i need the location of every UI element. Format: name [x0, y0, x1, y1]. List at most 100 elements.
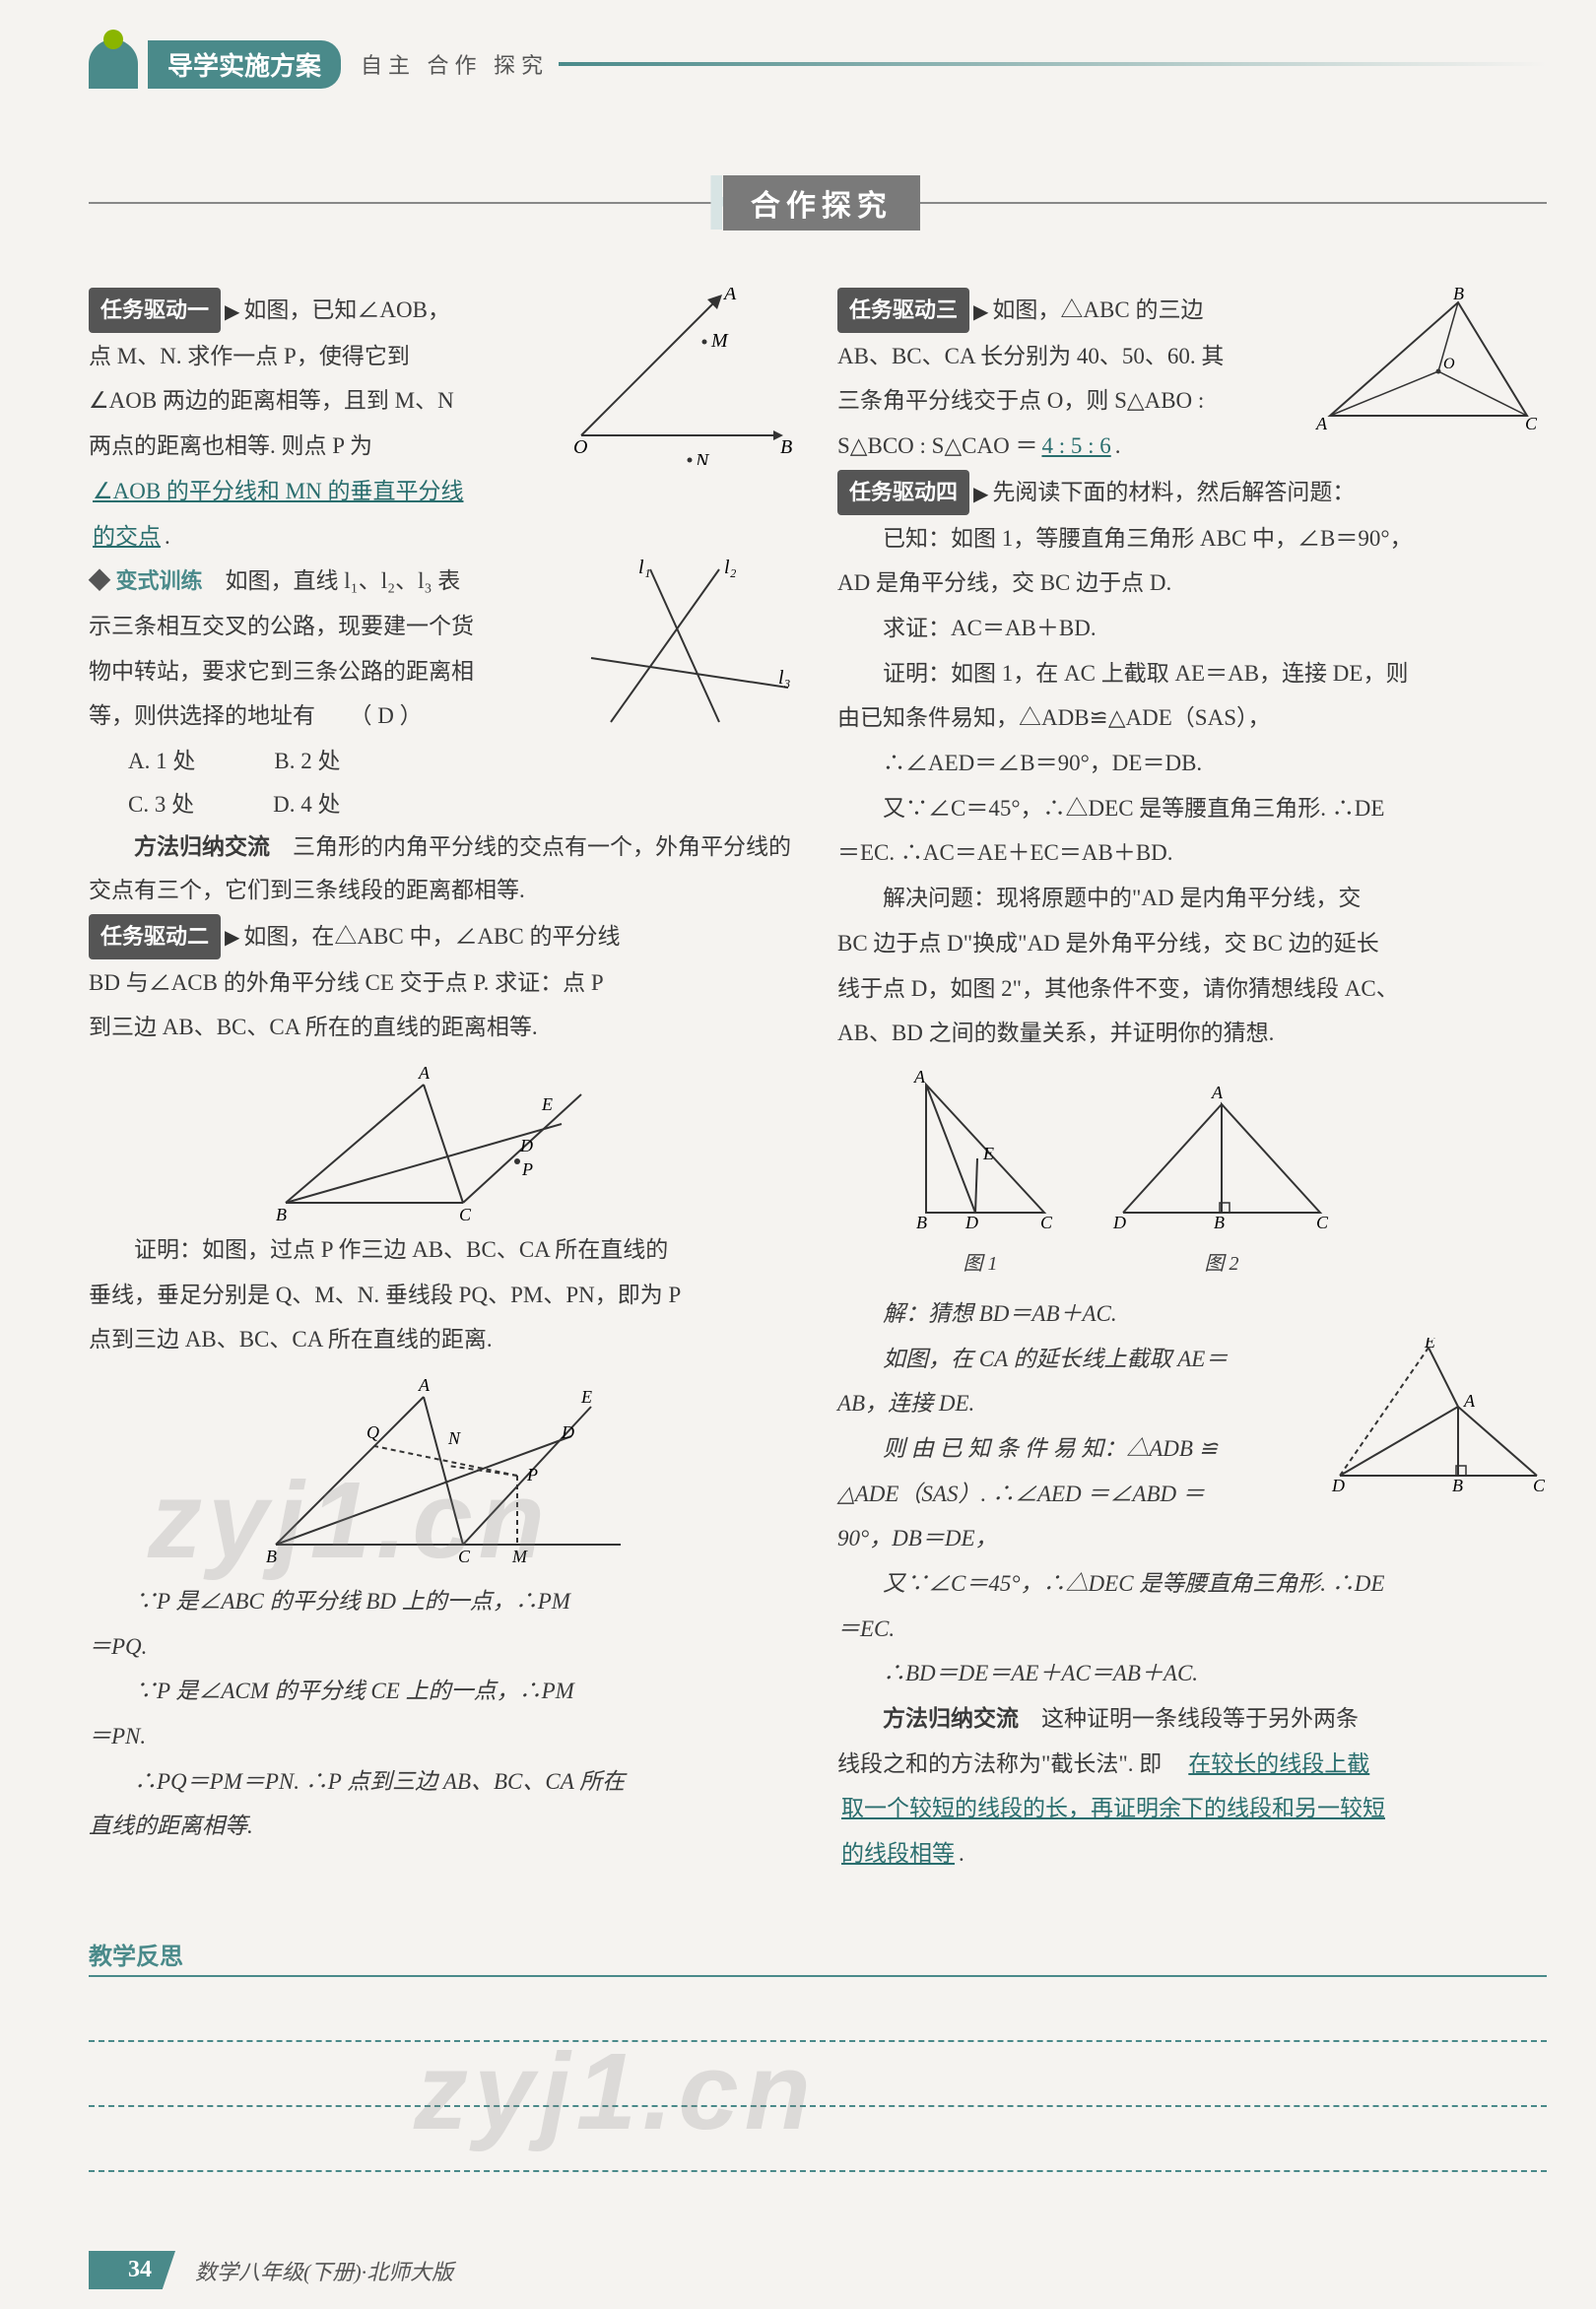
t4intro: 先阅读下面的材料，然后解答问题： — [992, 480, 1355, 504]
reflection-line-2 — [89, 2042, 1547, 2107]
t3d: S△BCO : S△CAO ＝ — [837, 433, 1037, 458]
svg-text:C: C — [1525, 414, 1538, 433]
page-footer: 34 数学八年级(下册)·北师大版 — [89, 2251, 453, 2289]
variant-line1: 如图，直线 l₁、l₂、l₃ 表 — [226, 568, 461, 593]
task2-badge: 任务驱动二 — [89, 914, 221, 959]
book-title: 数学八年级(下册)·北师大版 — [195, 2255, 453, 2286]
svg-text:D: D — [1112, 1213, 1126, 1232]
right-column: B A C O 任务驱动三▶如图，△ABC 的三边 AB、BC、CA 长分别为 … — [837, 288, 1547, 1878]
t4s3: 则 由 已 知 条 件 易 知：△ADB ≌ — [883, 1436, 1218, 1461]
t4p6: ∴∠AED＝∠B＝90°，DE＝DB. — [883, 751, 1202, 775]
variant-figure: l₁ l₂ l₃ — [581, 560, 798, 727]
svg-text:E: E — [541, 1094, 553, 1114]
task4-sol-figure: A E D B C — [1330, 1338, 1547, 1495]
svg-text:O: O — [573, 436, 587, 458]
m2a: 这种证明一条线段等于另外两条 — [1041, 1706, 1359, 1731]
t2f: 直线的距离相等. — [89, 1805, 798, 1848]
svg-text:E: E — [982, 1144, 994, 1163]
svg-text:B: B — [1214, 1213, 1225, 1232]
task1-badge: 任务驱动一 — [89, 288, 221, 333]
svg-text:A: A — [418, 1063, 431, 1083]
task1-answer-a: ∠AOB 的平分线和 MN 的垂直平分线 — [89, 479, 468, 503]
svg-text:B: B — [266, 1547, 277, 1566]
variant-badge: 变式训练 — [89, 561, 203, 602]
t2d: ＝PN. — [89, 1715, 798, 1758]
svg-text:B: B — [780, 436, 792, 458]
svg-text:D: D — [1331, 1476, 1345, 1495]
variant-line4: 等，则供选择的地址有 — [89, 703, 315, 728]
task1-figure: A O B M N — [562, 288, 798, 465]
task2-l3: 到三边 AB、BC、CA 所在的直线的距离相等. — [89, 1006, 798, 1049]
t4sh: 解：猜想 BD＝AB＋AC. — [883, 1301, 1117, 1326]
variant-options-row1: A. 1 处 B. 2 处 — [128, 740, 798, 783]
svg-text:C: C — [1040, 1213, 1053, 1232]
reflection-line-3 — [89, 2107, 1547, 2172]
svg-text:P: P — [521, 1159, 533, 1179]
svg-text:A: A — [1463, 1391, 1476, 1411]
m2fa: 在较长的线段上截 — [1184, 1751, 1373, 1776]
svg-text:E: E — [1424, 1338, 1435, 1352]
svg-text:B: B — [1452, 1476, 1463, 1495]
task3-figure: B A C O — [1310, 288, 1547, 435]
t4s7: ＝EC. — [837, 1608, 1547, 1651]
task4-fig2: A D B C — [1103, 1065, 1340, 1232]
svg-text:l₁: l₁ — [638, 560, 651, 578]
task2-l1: 如图，在△ABC 中，∠ABC 的平分线 — [243, 924, 620, 949]
task1-answer-b: 的交点 — [89, 524, 165, 549]
task1-line4: 两点的距离也相等. 则点 P 为 — [89, 433, 372, 458]
task-2: 任务驱动二▶如图，在△ABC 中，∠ABC 的平分线 BD 与∠ACB 的外角平… — [89, 914, 798, 1848]
svg-text:C: C — [1316, 1213, 1329, 1232]
svg-text:Q: Q — [366, 1422, 379, 1442]
task2-l2: BD 与∠ACB 的外角平分线 CE 交于点 P. 求证：点 P — [89, 961, 798, 1005]
t3a: 如图，△ABC 的三边 — [992, 297, 1203, 322]
svg-text:C: C — [458, 1547, 471, 1566]
opt-C: C. 3 处 — [128, 783, 194, 826]
t2b: ＝PQ. — [89, 1625, 798, 1669]
fig2-caption: 图 2 — [1103, 1245, 1340, 1283]
task2-proof-head: 证明：如图，过点 P 作三边 AB、BC、CA 所在直线的 — [134, 1237, 668, 1262]
method1: 方法归纳交流 三角形的内角平分线的交点有一个，外角平分线的交点有三个，它们到三条… — [89, 825, 798, 911]
section-banner: H 合作探究 — [89, 158, 1547, 248]
t2c: ∵P 是∠ACM 的平分线 CE 上的一点，∴PM — [134, 1679, 574, 1703]
t2a: ∵P 是∠ABC 的平分线 BD 上的一点，∴PM — [134, 1589, 570, 1614]
variant-answer-paren: （ D ） — [361, 703, 423, 728]
svg-text:C: C — [1533, 1476, 1546, 1495]
page-header: 导学实施方案 自主 合作 探究 — [89, 30, 1547, 99]
task-1: A O B M N 任务驱动一▶如图，已知∠AOB， 点 M、N. 求作一点 P… — [89, 288, 798, 560]
t4s6: 又∵∠C＝45°，∴△DEC 是等腰直角三角形. ∴DE — [883, 1571, 1384, 1596]
t4s8: ∴BD＝DE＝AE＋AC＝AB＋AC. — [883, 1661, 1198, 1685]
header-rule — [559, 62, 1547, 66]
task-3: B A C O 任务驱动三▶如图，△ABC 的三边 AB、BC、CA 长分别为 … — [837, 288, 1547, 470]
opt-A: A. 1 处 — [128, 740, 195, 783]
method2-title: 方法归纳交流 — [883, 1706, 1019, 1731]
svg-text:A: A — [722, 288, 737, 304]
method1-title: 方法归纳交流 — [134, 834, 270, 859]
t4p7: 又∵∠C＝45°，∴△DEC 是等腰直角三角形. ∴DE — [883, 796, 1384, 821]
header-subtitle: 自主 合作 探究 — [361, 48, 549, 80]
task4-solution: 解：猜想 BD＝AB＋AC. A E D B C — [837, 1292, 1547, 1695]
svg-text:P: P — [526, 1465, 538, 1484]
t4p12: AB、BD 之间的数量关系，并证明你的猜想. — [837, 1012, 1547, 1055]
svg-text:B: B — [916, 1213, 927, 1232]
content-columns: A O B M N 任务驱动一▶如图，已知∠AOB， 点 M、N. 求作一点 P… — [89, 288, 1547, 1878]
task2-pf2: 点到三边 AB、BC、CA 所在直线的距离. — [89, 1318, 798, 1361]
t2e: ∴PQ＝PM＝PN. ∴P 点到三边 AB、BC、CA 所在 — [134, 1769, 625, 1794]
svg-text:l₂: l₂ — [724, 560, 737, 578]
left-column: A O B M N 任务驱动一▶如图，已知∠AOB， 点 M、N. 求作一点 P… — [89, 288, 798, 1878]
m2b: 线段之和的方法称为"截长法". 即 — [837, 1751, 1162, 1776]
svg-text:A: A — [913, 1067, 926, 1087]
t4p2: AD 是角平分线，交 BC 边于点 D. — [837, 561, 1547, 605]
opt-D: D. 4 处 — [273, 783, 340, 826]
svg-text:D: D — [561, 1422, 574, 1442]
task4-badge: 任务驱动四 — [837, 470, 969, 515]
t4p4: 证明：如图 1，在 AC 上截取 AE＝AB，连接 DE，则 — [883, 661, 1408, 686]
opt-B: B. 2 处 — [274, 740, 340, 783]
t4s1: 如图，在 CA 的延长线上截取 AE＝ — [883, 1347, 1228, 1371]
svg-text:M: M — [511, 1547, 528, 1566]
variant-options-row2: C. 3 处 D. 4 处 — [128, 783, 798, 826]
t4p3: 求证：AC＝AB＋BD. — [883, 616, 1097, 640]
fig1-caption: 图 1 — [897, 1245, 1064, 1283]
task4-figure-pair: A B D C E 图 1 — [897, 1065, 1547, 1283]
logo-icon — [89, 39, 138, 89]
section-title: 合作探究 — [723, 175, 920, 231]
